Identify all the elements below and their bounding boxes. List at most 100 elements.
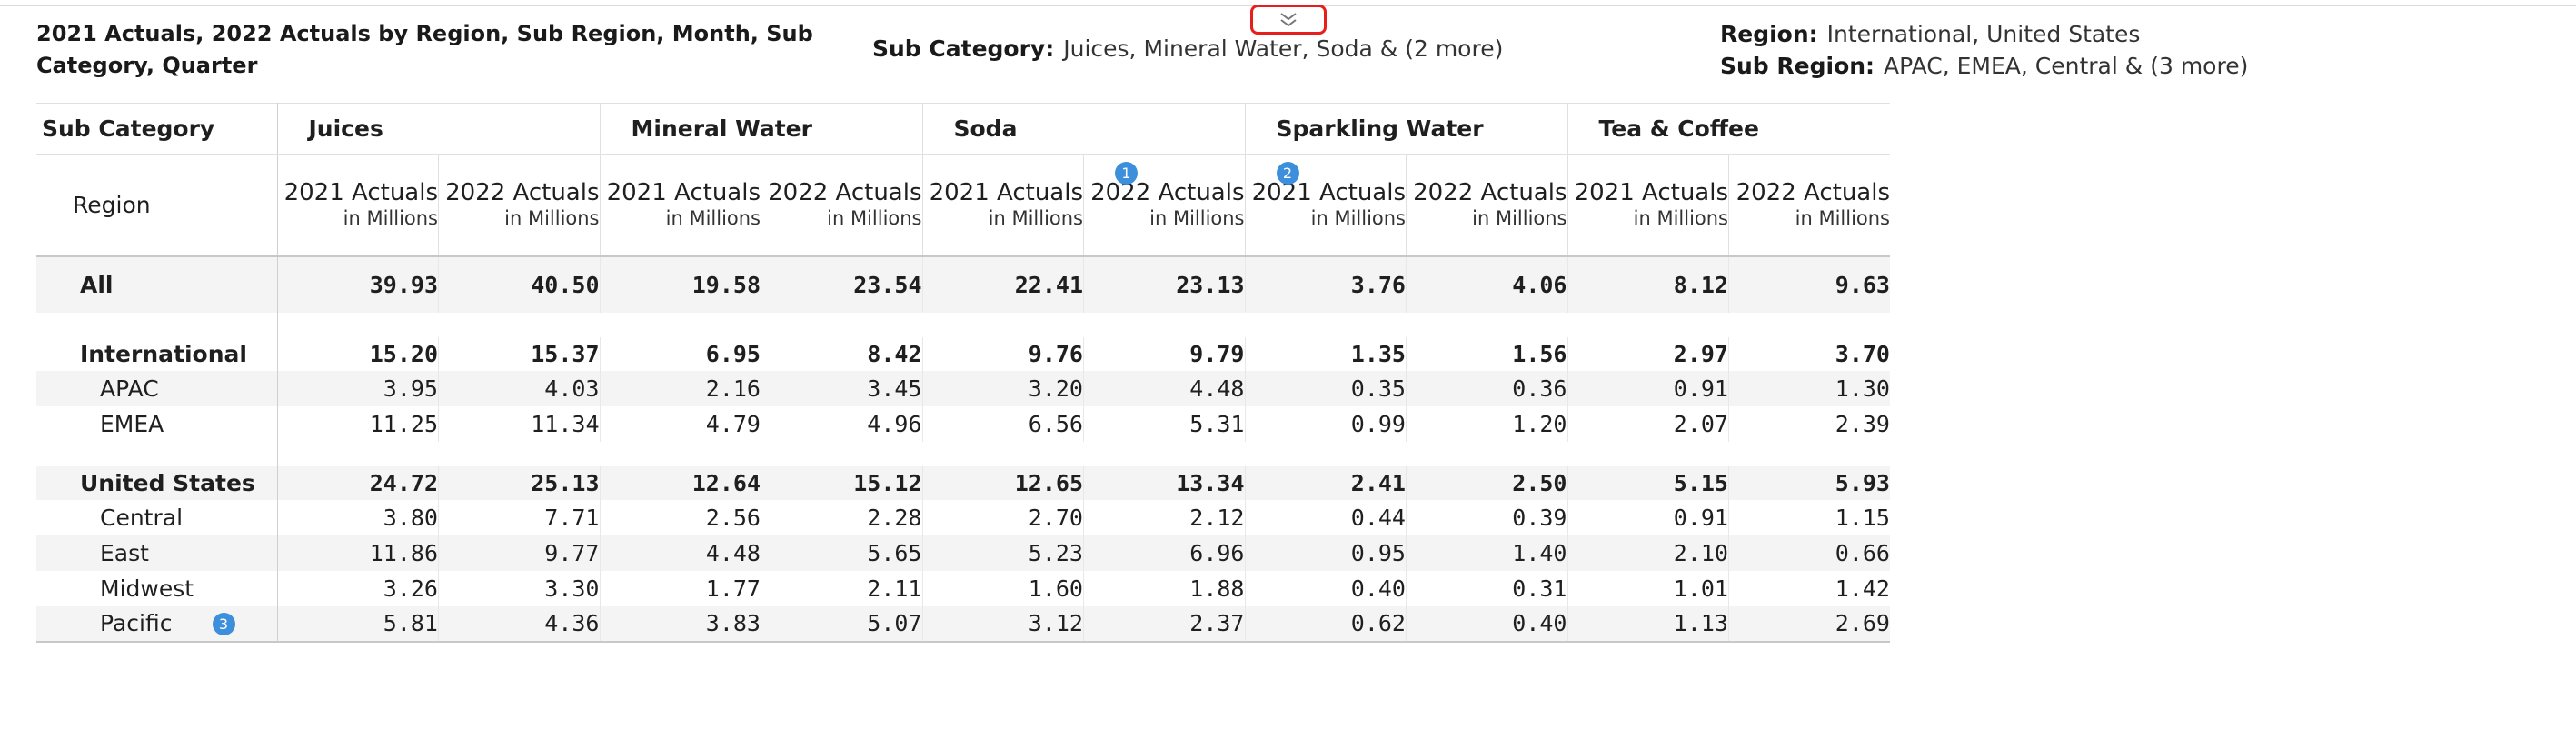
row-spacer: [36, 312, 1890, 337]
table-cell: 5.31: [1083, 405, 1245, 442]
table-cell: 3.76: [1244, 255, 1407, 313]
spacer-cell: [36, 441, 278, 466]
measure-unit: in Millions: [1633, 207, 1728, 230]
table-cell: 2.12: [1083, 499, 1245, 535]
table-row-international[interactable]: International 15.20 15.37 6.95 8.42 9.76 9.79 1…: [36, 336, 1890, 371]
filter-sub-region-value: APAC, EMEA, Central & (3 more): [1884, 53, 2249, 79]
table-cell: 2.16: [599, 370, 761, 406]
table-cell: 2.39: [1728, 405, 1890, 442]
table-cell: 4.79: [599, 405, 761, 442]
measure-unit: in Millions: [1310, 207, 1406, 230]
table-cell: 9.79: [1083, 336, 1245, 371]
measure-header-soda-2022[interactable]: 1 2022 Actuals in Millions: [1083, 154, 1245, 257]
measure-header-mineral-water-2022[interactable]: 2022 Actuals in Millions: [761, 154, 922, 257]
table-row-emea[interactable]: EMEA 11.25 11.34 4.79 4.96 6.56 5.31 0.99 1.20 2.…: [36, 405, 1890, 442]
table-cell: 4.03: [438, 370, 600, 406]
corner-region: Region: [36, 154, 278, 257]
measure-header-juices-2021[interactable]: 2021 Actuals in Millions: [276, 154, 439, 257]
table-cell: 2.28: [761, 499, 922, 535]
category-header-juices[interactable]: Juices: [276, 103, 600, 155]
measure-header-sparkling-water-2021[interactable]: 2 2021 Actuals in Millions: [1244, 154, 1407, 257]
table-cell: 2.69: [1728, 605, 1890, 643]
category-header-soda[interactable]: Soda: [921, 103, 1245, 155]
table-cell: 0.40: [1244, 570, 1407, 606]
table-cell: 3.30: [438, 570, 600, 606]
table-cell: 4.48: [1083, 370, 1245, 406]
table-cell: 1.56: [1406, 336, 1567, 371]
table-cell: 0.91: [1566, 499, 1729, 535]
table-cell: 4.36: [438, 605, 600, 643]
measure-unit: in Millions: [988, 207, 1083, 230]
table-cell: 0.66: [1728, 535, 1890, 571]
table-row-midwest[interactable]: Midwest 3.26 3.30 1.77 2.11 1.60 1.88 0.40 0.31 1…: [36, 570, 1890, 606]
row-label: International: [36, 336, 278, 371]
filter-sub-region[interactable]: Sub Region: APAC, EMEA, Central & (3 more…: [1720, 50, 2248, 82]
table-cell: 13.34: [1083, 465, 1245, 500]
annotation-badge-1[interactable]: 1: [1115, 162, 1138, 185]
report-title: 2021 Actuals, 2022 Actuals by Region, Su…: [36, 21, 813, 78]
table-cell: 3.83: [599, 605, 761, 643]
table-cell: 6.96: [1083, 535, 1245, 571]
table-cell: 1.20: [1406, 405, 1567, 442]
annotation-badge-2[interactable]: 2: [1276, 162, 1299, 185]
measure-unit: in Millions: [827, 207, 922, 230]
table-cell: 2.10: [1566, 535, 1729, 571]
table-cell: 5.07: [761, 605, 922, 643]
table-cell: 9.77: [438, 535, 600, 571]
table-cell: 12.64: [599, 465, 761, 500]
table-cell: 6.56: [921, 405, 1084, 442]
table-cell: 24.72: [276, 465, 439, 500]
spacer-cell: [276, 312, 1890, 337]
measure-unit: in Millions: [504, 207, 600, 230]
category-header-row: Sub Category Juices Mineral Water Soda S…: [36, 103, 1890, 155]
table-cell: 1.88: [1083, 570, 1245, 606]
table-row-apac[interactable]: APAC 3.95 4.03 2.16 3.45 3.20 4.48 0.35 0.36 0.91…: [36, 370, 1890, 406]
measure-header-sparkling-water-2022[interactable]: 2022 Actuals in Millions: [1406, 154, 1567, 257]
table-row-pacific[interactable]: Pacific 3 5.81 4.36 3.83 5.07 3.12 2.37 0.62 0.40…: [36, 605, 1890, 643]
category-header-mineral-water[interactable]: Mineral Water: [599, 103, 922, 155]
filter-region-value: International, United States: [1826, 21, 2141, 47]
annotation-badge-3[interactable]: 3: [212, 612, 235, 635]
table-cell: 1.30: [1728, 370, 1890, 406]
table-cell: 1.01: [1566, 570, 1729, 606]
measure-header-tea-coffee-2022[interactable]: 2022 Actuals in Millions: [1728, 154, 1890, 257]
table-row-east[interactable]: East 11.86 9.77 4.48 5.65 5.23 6.96 0.95 1.40 2.1…: [36, 535, 1890, 571]
table-row-united-states[interactable]: United States 24.72 25.13 12.64 15.12 12.65 13…: [36, 465, 1890, 500]
measure-header-mineral-water-2021[interactable]: 2021 Actuals in Millions: [599, 154, 761, 257]
measure-name: 2021 Actuals: [606, 179, 761, 207]
measure-unit: in Millions: [1795, 207, 1890, 230]
spacer-cell: [276, 441, 1890, 466]
row-label: Central: [36, 499, 278, 535]
table-cell: 4.06: [1406, 255, 1567, 313]
table-row-central[interactable]: Central 3.80 7.71 2.56 2.28 2.70 2.12 0.44 0.39 0…: [36, 499, 1890, 535]
measure-header-tea-coffee-2021[interactable]: 2021 Actuals in Millions: [1566, 154, 1729, 257]
row-label: United States: [36, 465, 278, 500]
table-cell: 11.86: [276, 535, 439, 571]
table-cell: 8.42: [761, 336, 922, 371]
table-cell: 8.12: [1566, 255, 1729, 313]
category-header-tea-coffee[interactable]: Tea & Coffee: [1566, 103, 1890, 155]
measure-name: 2022 Actuals: [768, 179, 922, 207]
measure-name: 2022 Actuals: [1090, 179, 1245, 207]
table-cell: 2.50: [1406, 465, 1567, 500]
table-cell: 0.44: [1244, 499, 1407, 535]
table-cell: 0.95: [1244, 535, 1407, 571]
measure-name: 2021 Actuals: [929, 179, 1083, 207]
table-cell: 1.60: [921, 570, 1084, 606]
table-cell: 11.34: [438, 405, 600, 442]
table-cell: 15.37: [438, 336, 600, 371]
table-cell: 0.62: [1244, 605, 1407, 643]
table-cell: 1.13: [1566, 605, 1729, 643]
table-cell: 4.48: [599, 535, 761, 571]
collapse-filters-button[interactable]: [1250, 5, 1327, 35]
corner-sub-category: Sub Category: [36, 103, 278, 155]
row-label: Midwest: [36, 570, 278, 606]
table-row-all[interactable]: All 39.93 40.50 19.58 23.54 22.41 23.13 3.76 4.0…: [36, 255, 1890, 313]
table-cell: 0.35: [1244, 370, 1407, 406]
filter-sub-category[interactable]: Sub Category: Juices, Mineral Water, Soda…: [872, 33, 1503, 65]
table-cell: 2.11: [761, 570, 922, 606]
measure-header-juices-2022[interactable]: 2022 Actuals in Millions: [438, 154, 600, 257]
measure-header-soda-2021[interactable]: 2021 Actuals in Millions: [921, 154, 1084, 257]
filter-region[interactable]: Region: International, United States: [1720, 18, 2140, 50]
category-header-sparkling-water[interactable]: Sparkling Water: [1244, 103, 1567, 155]
